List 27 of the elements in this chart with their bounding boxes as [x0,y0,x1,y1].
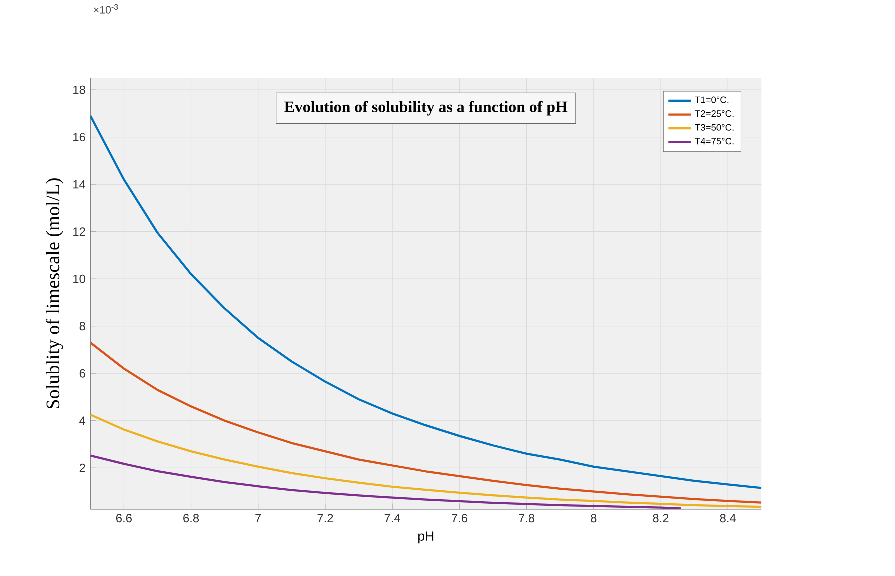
x-tick-label: 7 [256,514,262,523]
y-tick-label: 12 [74,228,86,236]
text: ×10$^{-3}$ [94,4,118,14]
legend-label: T1=0°C. [695,97,729,104]
legend-label: T4=75°C. [695,138,734,145]
y-axis-title: Solublity of limescale (mol/L) [46,178,64,409]
x-tick-label: 7.2 [318,514,334,523]
y-tick-label: 18 [74,86,86,95]
x-tick-label: 8.2 [653,514,669,523]
y-tick-label: 4 [80,416,86,426]
x-tick-label: 7.4 [384,514,401,523]
legend-label: T3=50°C. [695,124,734,132]
x-tick-label: 8 [591,514,597,523]
x-tick-label: 7.6 [452,514,468,523]
x-axis-title: pH [418,532,434,544]
x-tick-label: 6.8 [184,514,200,523]
y-tick-label: 16 [74,133,86,142]
x-tick-label: 8.4 [720,514,736,523]
legend-label: T2=25°C. [695,110,734,118]
y-tick-label: 14 [74,180,86,189]
y-tick-label: 10 [74,275,86,284]
y-tick-label: 8 [80,322,86,331]
x-tick-label: 7.8 [519,514,535,523]
x-tick-label: 6.6 [116,514,132,523]
y-tick-label: 2 [80,464,86,472]
y-tick-label: 6 [80,370,86,378]
text: Evolution of solubility as a function of pH [284,101,568,116]
